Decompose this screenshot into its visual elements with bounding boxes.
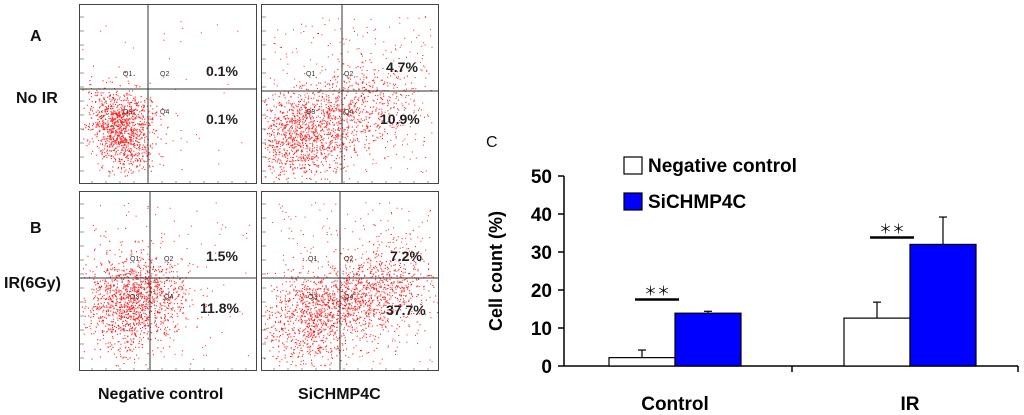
flow-plot-noir-sichmp4c: Q1 Q2 Q3 Q4 4.7% 10.9% <box>261 4 439 184</box>
flow-plot-ir-sichmp4c: Q1 Q2 Q3 Q4 7.2% 37.7% <box>261 191 439 371</box>
row-label-no-ir: No IR <box>16 90 58 107</box>
panel-label-b: B <box>30 220 42 237</box>
bar-sichmp4c-control <box>674 312 742 367</box>
flow-scatter-dots <box>80 192 256 370</box>
legend-swatch-sichmp4c <box>623 192 643 211</box>
column-label-sichmp4c: SiCHMP4C <box>298 386 381 403</box>
panel-label-c: C <box>486 134 498 151</box>
legend-swatch-negative-control <box>623 156 643 175</box>
y-tick-label: 30 <box>531 243 552 264</box>
quadrant-label-q2: Q2 <box>160 71 170 78</box>
quadrant-label-q1: Q1 <box>308 256 318 263</box>
quadrant-label-q3: Q3 <box>123 109 133 116</box>
x-category-label: Control <box>641 394 709 415</box>
quadrant-label-q1: Q1 <box>306 71 316 78</box>
quadrant-label-q2: Q2 <box>344 71 354 78</box>
bar-negative-control-control <box>608 357 676 367</box>
quadrant-label-q4: Q4 <box>164 294 174 301</box>
quadrant-label-q3: Q3 <box>306 109 316 116</box>
flow-dot-cloud <box>264 16 433 180</box>
flow-scatter-dots <box>262 192 438 370</box>
q4-percentage: 37.7% <box>386 302 426 318</box>
q2-percentage: 0.1% <box>206 63 238 79</box>
y-tick-label: 10 <box>531 319 552 340</box>
y-tick-label: 50 <box>531 167 552 188</box>
quadrant-label-q3: Q3 <box>308 294 318 301</box>
q4-percentage: 0.1% <box>206 111 238 127</box>
column-label-negative: Negative control <box>98 386 224 403</box>
y-tick-label: 40 <box>531 205 552 226</box>
row-label-ir: IR(6Gy) <box>4 275 61 292</box>
flow-dot-cloud <box>82 202 250 367</box>
quadrant-label-q2: Q2 <box>164 256 174 263</box>
q4-percentage: 11.8% <box>200 300 239 316</box>
significance-marker: ＊＊ <box>879 222 905 237</box>
legend-label: Negative control <box>648 156 797 177</box>
quadrant-label-q2: Q2 <box>344 256 354 263</box>
quadrant-label-q3: Q3 <box>130 294 140 301</box>
x-category-label: IR <box>901 394 920 415</box>
quadrant-label-q1: Q1 <box>123 71 133 78</box>
flow-dot-cloud <box>82 21 243 177</box>
bar-negative-control-ir <box>843 317 911 367</box>
y-tick-label: 20 <box>531 281 552 302</box>
q4-percentage: 10.9% <box>380 111 420 127</box>
significance-marker: ＊＊ <box>644 284 670 299</box>
bar-chart-cell-count: Cell count (%) 0 10 20 30 40 50 Control IR ＊＊ ＊＊ Ne… <box>486 156 1019 415</box>
flow-plot-noir-negative: Q1 Q2 Q3 Q4 0.1% 0.1% <box>79 4 257 184</box>
bar-sichmp4c-ir <box>909 243 977 367</box>
q2-percentage: 1.5% <box>206 248 238 264</box>
quadrant-label-q1: Q1 <box>130 256 140 263</box>
quadrant-label-q4: Q4 <box>344 109 354 116</box>
y-axis-label: Cell count (%) <box>486 211 506 331</box>
legend-label: SiCHMP4C <box>648 192 746 213</box>
flow-dot-cloud <box>264 202 438 367</box>
quadrant-label-q4: Q4 <box>344 294 354 301</box>
q2-percentage: 4.7% <box>386 59 418 75</box>
flow-scatter-dots <box>262 5 438 183</box>
y-tick-label: 0 <box>541 357 552 378</box>
panel-label-a: A <box>30 28 42 45</box>
flow-plot-ir-negative: Q1 Q2 Q3 Q4 1.5% 11.8% <box>79 191 257 371</box>
quadrant-label-q4: Q4 <box>160 109 170 116</box>
flow-scatter-dots <box>80 5 256 183</box>
q2-percentage: 7.2% <box>390 248 422 264</box>
